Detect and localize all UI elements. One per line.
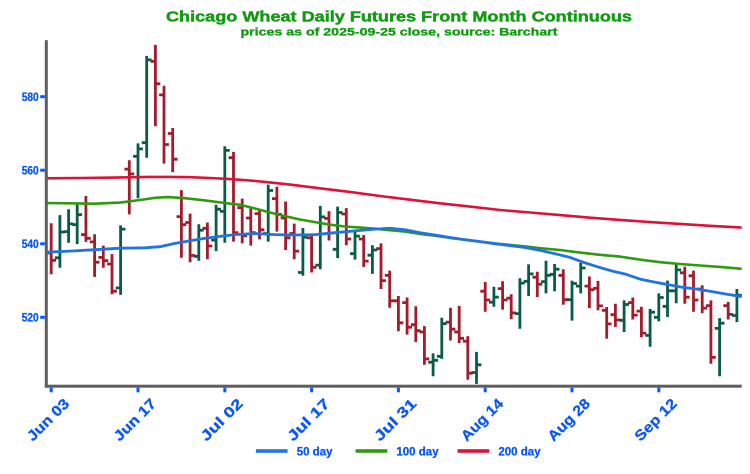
- svg-text:200 day: 200 day: [498, 447, 541, 459]
- svg-text:50 day: 50 day: [297, 447, 333, 459]
- svg-text:100 day: 100 day: [396, 447, 439, 459]
- svg-text:520: 520: [22, 313, 39, 325]
- svg-text:Chicago Wheat Daily Futures Fr: Chicago Wheat Daily Futures Front Month …: [166, 9, 632, 25]
- svg-text:540: 540: [22, 239, 39, 251]
- svg-text:560: 560: [22, 165, 39, 177]
- svg-text:prices as of 2025-09-25 close,: prices as of 2025-09-25 close, source: B…: [241, 26, 558, 38]
- svg-text:580: 580: [22, 92, 39, 104]
